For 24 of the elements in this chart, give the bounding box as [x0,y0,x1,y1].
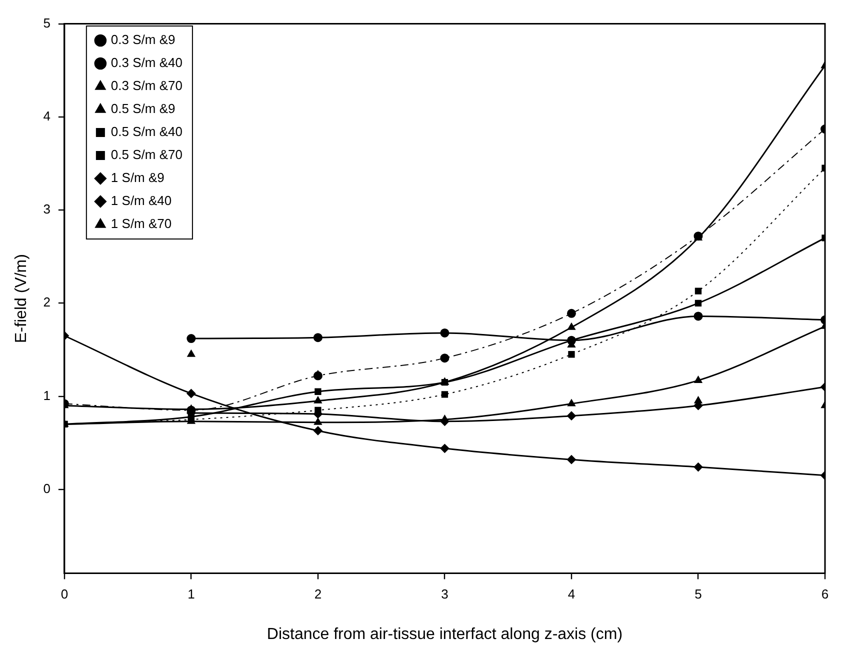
legend-label: 1 S/m &70 [110,216,172,232]
legend-label: 0.3 S/m &40 [110,55,182,70]
legend-label: 0.5 S/m &40 [110,124,182,140]
legend-label: 1 S/m &9 [110,170,164,186]
y-axis-title: E-field (V/m) [13,254,30,343]
y-tick-label: 3 [43,202,50,217]
y-tick-label: 4 [43,108,50,124]
y-tick-label: 5 [43,15,50,30]
x-tick-label: 1 [188,586,195,602]
legend-label: 0.3 S/m &70 [110,78,182,94]
legend-label: 1 S/m &40 [110,193,172,208]
x-tick-label: 0 [60,586,68,602]
x-axis-title: Distance from air-tissue interfact along z-axis (cm) [266,626,623,643]
x-tick-label: 5 [694,586,702,602]
legend-label: 0.5 S/m &70 [110,147,182,162]
legend-label: 0.3 S/m &9 [110,32,176,48]
y-tick-label: 2 [43,294,50,310]
y-tick-label: 1 [43,388,50,403]
x-tick-label: 3 [441,586,448,602]
x-tick-label: 4 [568,586,576,602]
x-tick-label: 2 [314,586,322,602]
legend-label: 0.5 S/m &9 [110,101,176,116]
x-tick-label: 6 [821,586,829,602]
y-tick-label: 0 [43,480,50,496]
